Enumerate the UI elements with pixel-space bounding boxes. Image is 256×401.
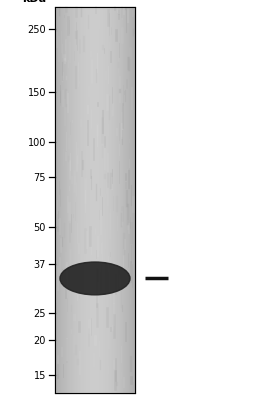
Text: 250: 250 — [27, 25, 46, 35]
Text: kDa: kDa — [22, 0, 46, 4]
Text: 25: 25 — [34, 308, 46, 318]
Text: 50: 50 — [34, 223, 46, 233]
Text: 15: 15 — [34, 371, 46, 381]
Ellipse shape — [60, 262, 130, 295]
Text: 37: 37 — [34, 260, 46, 270]
Text: 150: 150 — [27, 88, 46, 98]
Text: 20: 20 — [34, 335, 46, 345]
Text: 75: 75 — [34, 173, 46, 183]
Text: 100: 100 — [28, 138, 46, 148]
